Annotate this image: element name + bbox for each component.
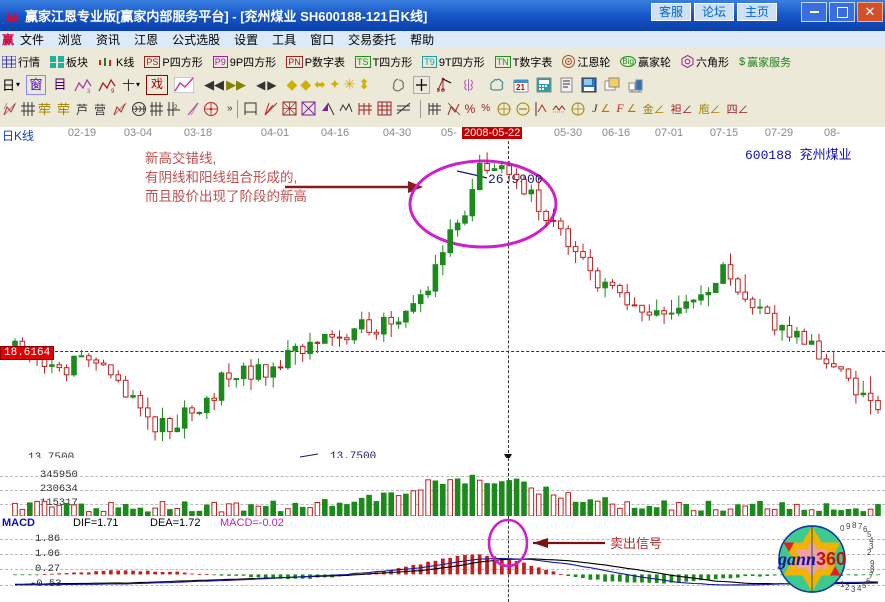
svg-text:9: 9 [111, 89, 115, 93]
svg-text:芦: 芦 [76, 103, 88, 117]
svg-text:0: 0 [840, 524, 845, 533]
svg-text:9: 9 [870, 559, 875, 568]
svg-text:2: 2 [845, 583, 850, 592]
svg-text:8: 8 [852, 521, 857, 530]
svg-text:9: 9 [846, 522, 851, 531]
svg-text:3: 3 [87, 89, 91, 93]
svg-text:gann360: gann360 [777, 549, 846, 569]
svg-text:营: 营 [94, 103, 106, 117]
svg-text:3: 3 [851, 585, 856, 594]
svg-text:21: 21 [516, 83, 525, 92]
svg-text:荦: 荦 [57, 102, 70, 117]
svg-text:2: 2 [867, 548, 872, 557]
svg-text:荦: 荦 [38, 102, 51, 117]
